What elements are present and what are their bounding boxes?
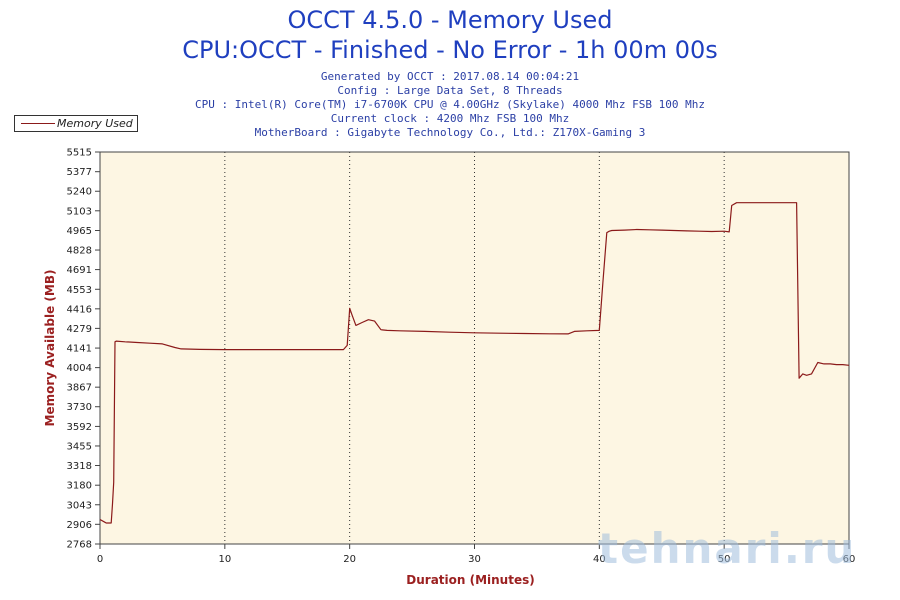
legend: Memory Used — [14, 115, 138, 132]
x-tick-label: 10 — [218, 554, 231, 565]
y-tick-label: 2906 — [67, 520, 92, 531]
y-tick-label: 4691 — [67, 265, 92, 276]
y-tick-label: 3043 — [67, 500, 92, 511]
y-tick-label: 5377 — [67, 167, 92, 178]
x-tick-label: 50 — [718, 554, 731, 565]
y-tick-label: 3318 — [67, 461, 92, 472]
info-motherboard: MotherBoard : Gigabyte Technology Co., L… — [254, 126, 646, 139]
y-tick-label: 4141 — [67, 344, 92, 355]
y-tick-label: 3180 — [67, 481, 92, 492]
y-tick-label: 4965 — [67, 226, 92, 237]
y-tick-label: 5515 — [67, 148, 92, 159]
x-tick-label: 60 — [843, 554, 856, 565]
y-tick-label: 4279 — [67, 324, 92, 335]
y-tick-label: 5240 — [67, 187, 92, 198]
y-tick-label: 4004 — [67, 363, 92, 374]
x-tick-label: 30 — [468, 554, 481, 565]
legend-label: Memory Used — [57, 117, 133, 130]
y-tick-label: 4553 — [67, 285, 92, 296]
y-tick-label: 3730 — [67, 402, 92, 413]
x-tick-label: 40 — [593, 554, 606, 565]
y-tick-label: 4416 — [67, 304, 92, 315]
chart-subtitle: CPU:OCCT - Finished - No Error - 1h 00m … — [182, 36, 718, 64]
legend-swatch — [21, 123, 55, 124]
y-tick-label: 2768 — [67, 540, 92, 551]
y-tick-label: 4828 — [67, 246, 92, 257]
info-config: Config : Large Data Set, 8 Threads — [337, 84, 563, 97]
y-tick-label: 5103 — [67, 206, 92, 217]
chart-title: OCCT 4.5.0 - Memory Used — [287, 6, 613, 34]
y-axis-label: Memory Available (MB) — [43, 270, 57, 427]
series-line-0 — [99, 202, 850, 524]
y-tick-label: 3455 — [67, 441, 92, 452]
y-tick-label: 3592 — [67, 422, 92, 433]
info-clock: Current clock : 4200 Mhz FSB 100 Mhz — [330, 112, 570, 125]
x-axis-label: Duration (Minutes) — [406, 573, 534, 587]
x-tick-label: 0 — [97, 554, 103, 565]
info-cpu: CPU : Intel(R) Core(TM) i7-6700K CPU @ 4… — [195, 98, 705, 111]
x-tick-label: 20 — [343, 554, 356, 565]
y-tick-label: 3867 — [67, 383, 92, 394]
watermark: tehnari.ru — [598, 524, 857, 573]
info-generated: Generated by OCCT : 2017.08.14 00:04:21 — [320, 70, 580, 83]
